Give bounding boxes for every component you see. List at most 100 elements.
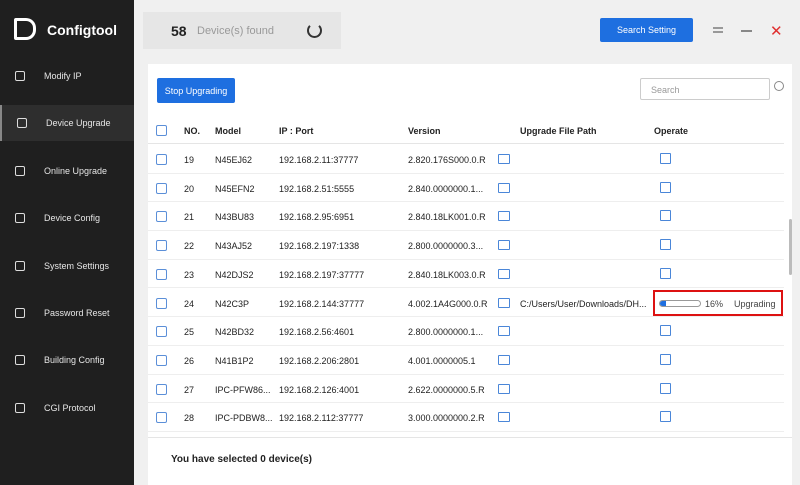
sidebar-item[interactable]: Password Reset <box>0 295 134 331</box>
sidebar-label: Building Config <box>44 355 105 365</box>
logo-icon <box>14 18 36 40</box>
table-row: 19N45EJ62192.168.2.11:377772.820.176S000… <box>148 145 784 174</box>
upgrade-status: Upgrading <box>734 299 776 309</box>
row-number: 20 <box>184 184 194 194</box>
table-row: 21N43BU83192.168.2.95:69512.840.18LK001.… <box>148 202 784 231</box>
content-panel: Stop Upgrading Search NO.ModelIP : PortVer… <box>148 64 792 485</box>
table-row: 25N42BD32192.168.2.56:46012.800.0000000.… <box>148 317 784 346</box>
sidebar-icon <box>15 71 25 81</box>
stop-upgrading-button[interactable]: Stop Upgrading <box>157 78 235 103</box>
folder-button[interactable] <box>498 384 510 394</box>
folder-button[interactable] <box>498 412 510 422</box>
folder-button[interactable] <box>498 211 510 221</box>
sidebar-label: Device Upgrade <box>46 118 111 128</box>
ip-port: 192.168.2.11:37777 <box>279 155 358 165</box>
device-count-label: Device(s) found <box>197 25 274 37</box>
ip-port: 192.168.2.206:2801 <box>279 356 359 366</box>
folder-button[interactable] <box>498 269 510 279</box>
upgrade-button[interactable] <box>660 268 671 279</box>
upgrade-button[interactable] <box>660 411 671 422</box>
sidebar-item[interactable]: Building Config <box>0 342 134 378</box>
model: N42BD32 <box>215 327 254 337</box>
model: N42DJS2 <box>215 270 254 280</box>
app-title: Configtool <box>47 22 117 38</box>
device-count-box: 58Device(s) found <box>143 12 341 49</box>
file-path: C:/Users/User/Downloads/DH... <box>520 299 647 309</box>
sidebar-icon <box>17 118 27 128</box>
upgrade-button[interactable] <box>660 383 671 394</box>
minimize-button[interactable] <box>741 30 752 32</box>
checkbox[interactable] <box>156 269 167 280</box>
progress-fill <box>660 301 666 306</box>
sidebar-icon <box>15 403 25 413</box>
upgrade-button[interactable] <box>660 354 671 365</box>
version: 2.820.176S000.0.R <box>408 155 486 165</box>
folder-button[interactable] <box>498 326 510 336</box>
sidebar-icon <box>15 355 25 365</box>
model: N43BU83 <box>215 212 254 222</box>
checkbox[interactable] <box>156 125 167 136</box>
model: N45EFN2 <box>215 184 255 194</box>
sidebar-item[interactable]: System Settings <box>0 248 134 284</box>
ip-port: 192.168.2.112:37777 <box>279 413 363 423</box>
menu-button[interactable] <box>713 27 723 33</box>
folder-button[interactable] <box>498 183 510 193</box>
sidebar-icon <box>15 166 25 176</box>
row-number: 26 <box>184 356 194 366</box>
sidebar-item[interactable]: Device Config <box>0 200 134 236</box>
row-number: 24 <box>184 299 194 309</box>
table-row: 24N42C3P192.168.2.144:377774.002.1A4G000… <box>148 289 784 318</box>
upgrade-button[interactable] <box>660 325 671 336</box>
refresh-button[interactable] <box>307 23 322 38</box>
search-setting-button[interactable]: Search Setting <box>600 18 693 42</box>
checkbox[interactable] <box>156 355 167 366</box>
folder-button[interactable] <box>498 240 510 250</box>
version: 3.000.0000000.2.R <box>408 413 485 423</box>
upgrade-button[interactable] <box>660 239 671 250</box>
checkbox[interactable] <box>156 183 167 194</box>
sidebar-item[interactable]: Device Upgrade <box>0 105 134 141</box>
ip-port: 192.168.2.56:4601 <box>279 327 354 337</box>
sidebar: Configtool Modify IP Device Upgrade Online … <box>0 0 134 485</box>
upgrade-button[interactable] <box>660 182 671 193</box>
checkbox[interactable] <box>156 412 167 423</box>
checkbox[interactable] <box>156 154 167 165</box>
checkbox[interactable] <box>156 211 167 222</box>
version: 2.800.0000000.3... <box>408 241 483 251</box>
upgrade-button[interactable] <box>660 210 671 221</box>
model: N42C3P <box>215 299 249 309</box>
folder-button[interactable] <box>498 355 510 365</box>
footer-divider <box>148 437 792 438</box>
ip-port: 192.168.2.144:37777 <box>279 299 364 309</box>
folder-button[interactable] <box>498 154 510 164</box>
search-icon[interactable] <box>774 81 784 91</box>
checkbox[interactable] <box>156 298 167 309</box>
ip-port: 192.168.2.126:4001 <box>279 385 359 395</box>
version: 2.622.0000000.5.R <box>408 385 485 395</box>
row-number: 28 <box>184 413 194 423</box>
version: 4.001.0000005.1 <box>408 356 476 366</box>
row-number: 25 <box>184 327 194 337</box>
row-number: 27 <box>184 385 194 395</box>
sidebar-item[interactable]: CGI Protocol <box>0 390 134 426</box>
checkbox[interactable] <box>156 240 167 251</box>
folder-button[interactable] <box>498 298 510 308</box>
table-row: 26N41B1P2192.168.2.206:28014.001.0000005… <box>148 346 784 375</box>
upgrade-button[interactable] <box>660 153 671 164</box>
table-row: 23N42DJS2192.168.2.197:377772.840.18LK00… <box>148 260 784 289</box>
scrollbar[interactable] <box>789 219 792 275</box>
row-number: 19 <box>184 155 194 165</box>
progress-highlight: 16%Upgrading <box>653 290 783 316</box>
table-row: 27IPC-PFW86...192.168.2.126:40012.622.00… <box>148 375 784 404</box>
checkbox[interactable] <box>156 384 167 395</box>
row-number: 22 <box>184 241 194 251</box>
sidebar-item[interactable]: Modify IP <box>0 58 134 94</box>
sidebar-label: Device Config <box>44 213 100 223</box>
column-header: Upgrade File Path <box>520 126 597 136</box>
search-input[interactable]: Search <box>640 78 770 100</box>
column-header: NO. <box>184 126 200 136</box>
close-button[interactable]: ✕ <box>770 22 783 40</box>
checkbox[interactable] <box>156 326 167 337</box>
table-header: NO.ModelIP : PortVersionUpgrade File Pat… <box>148 116 784 144</box>
sidebar-item[interactable]: Online Upgrade <box>0 153 134 189</box>
